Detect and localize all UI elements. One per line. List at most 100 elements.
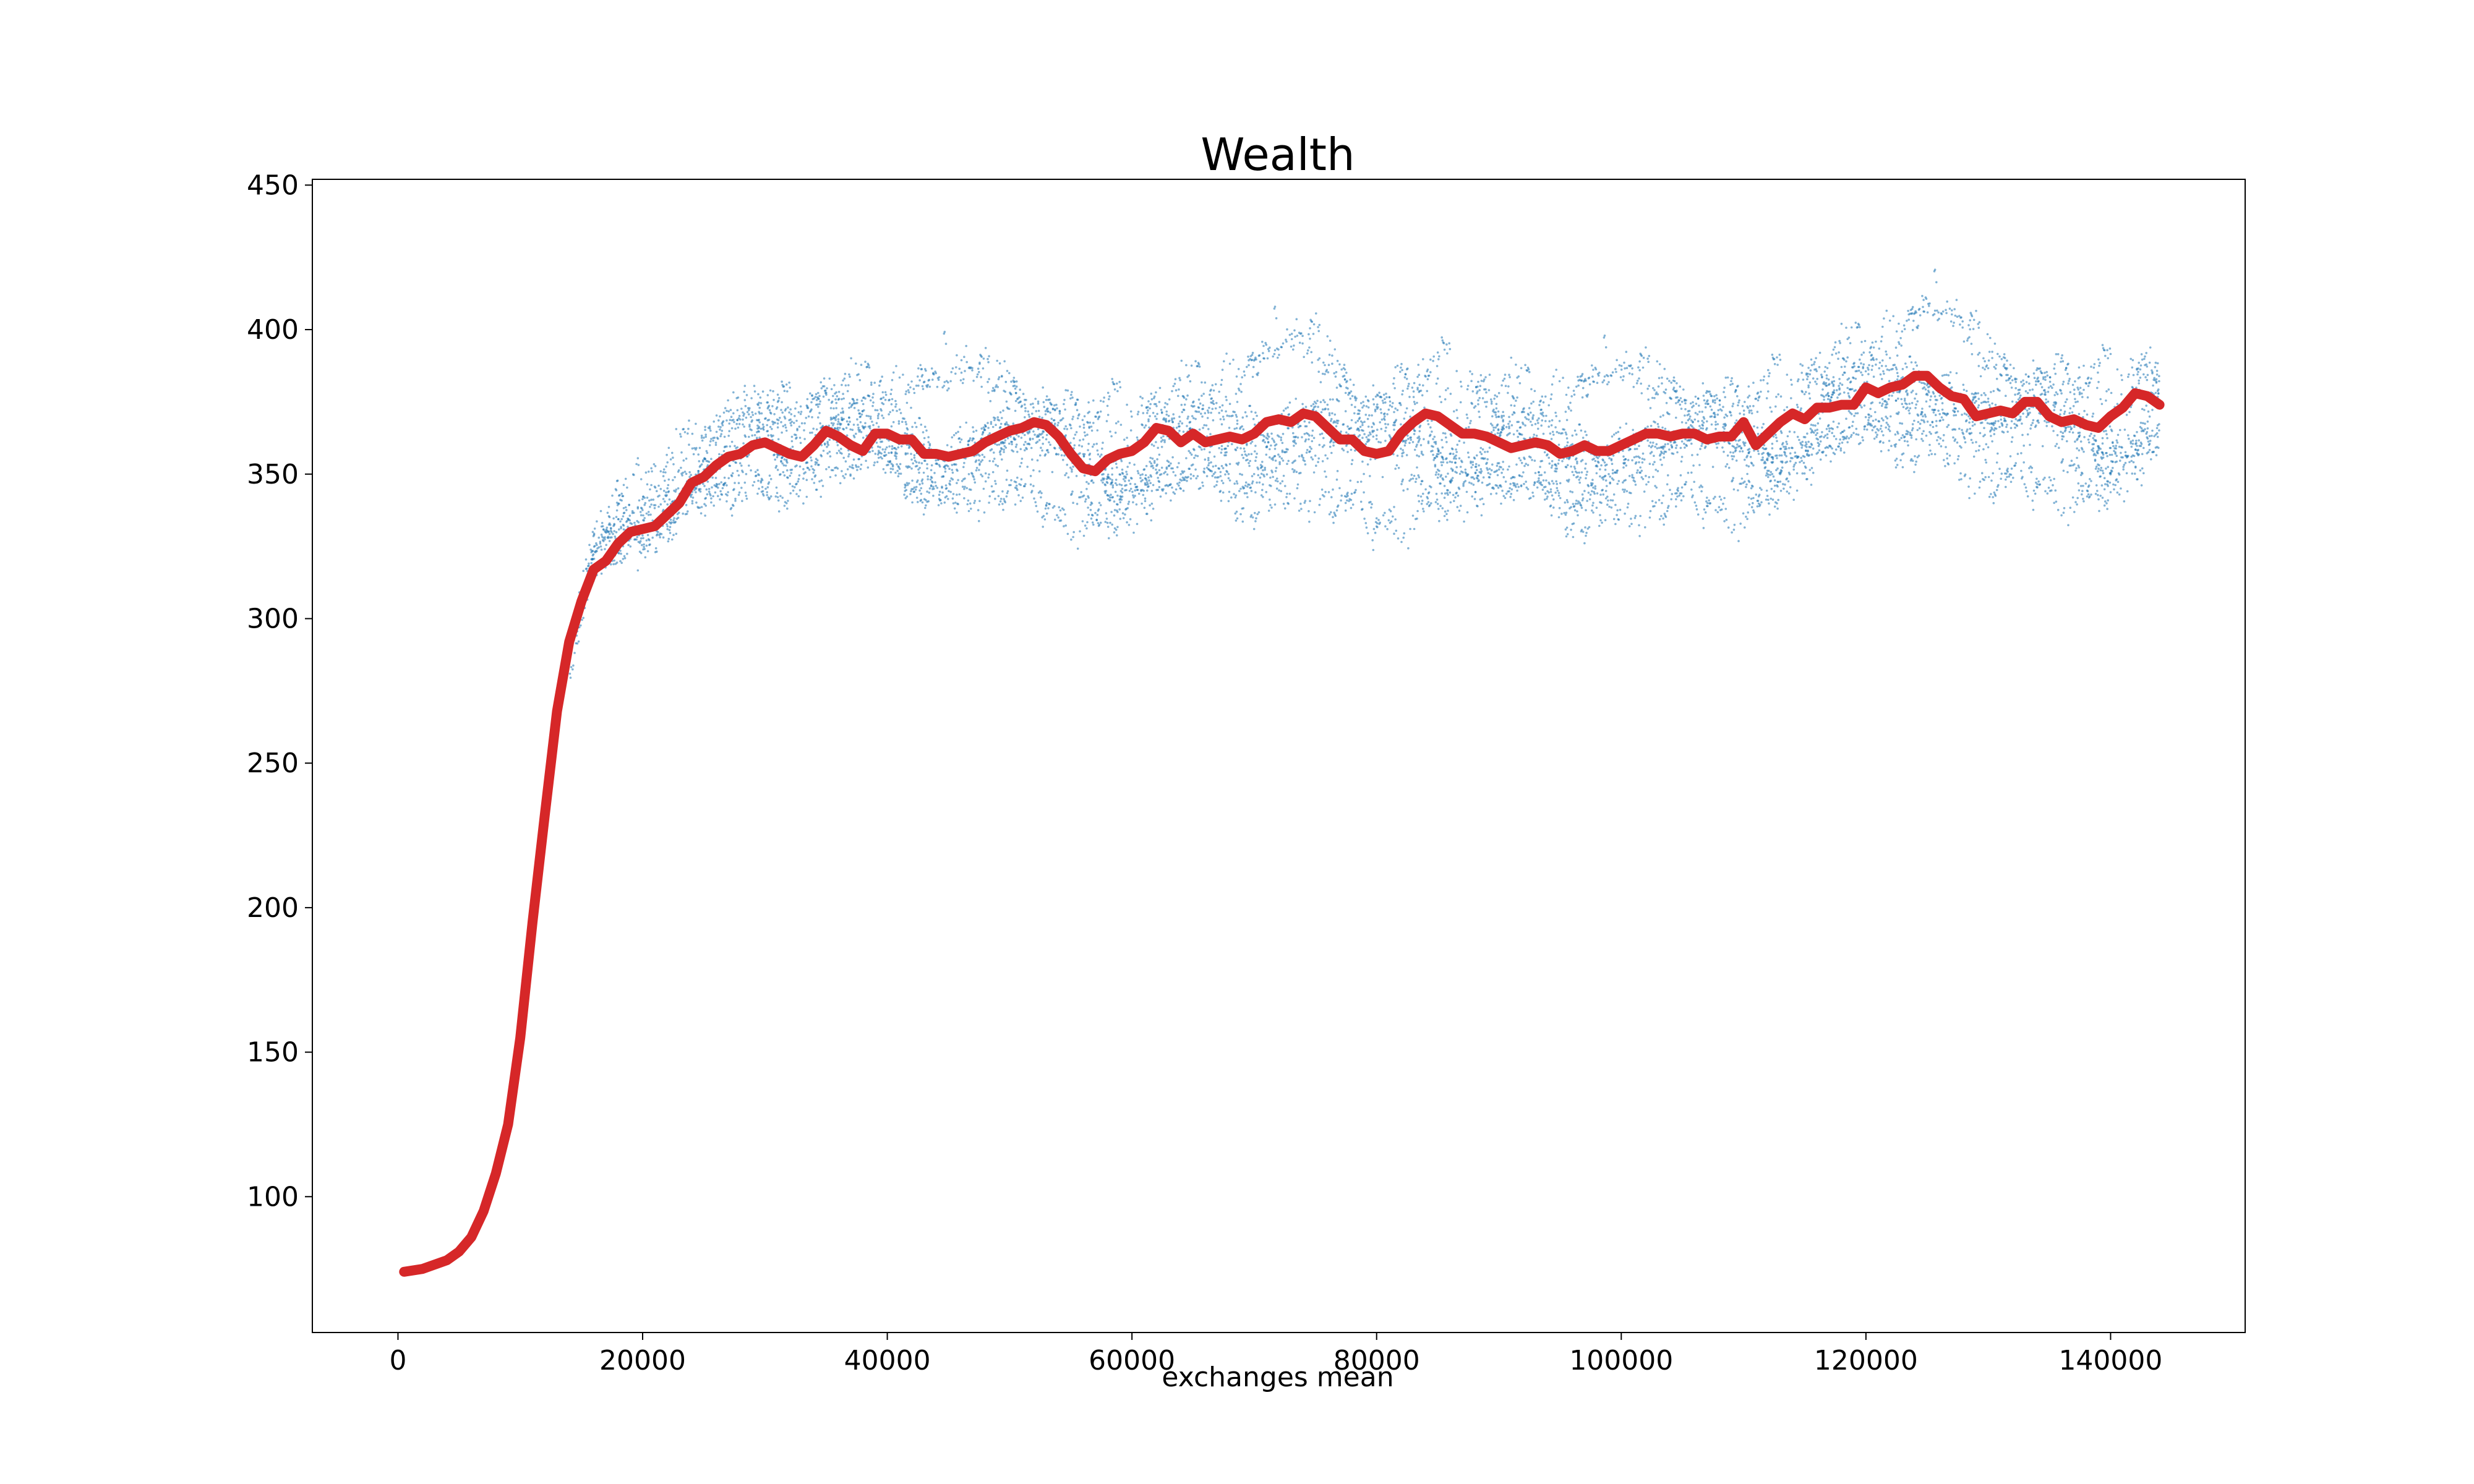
scatter-point (1042, 386, 1044, 389)
scatter-point (932, 495, 935, 497)
scatter-point (940, 502, 943, 505)
scatter-point (1581, 396, 1584, 399)
scatter-point (1228, 415, 1231, 417)
scatter-point (769, 425, 772, 429)
scatter-point (1390, 520, 1393, 523)
scatter-point (1165, 417, 1167, 420)
scatter-point (732, 505, 735, 507)
scatter-point (1453, 500, 1455, 502)
scatter-point (1335, 478, 1338, 481)
scatter-point (1476, 385, 1479, 388)
scatter-point (881, 448, 884, 451)
scatter-point (704, 505, 707, 507)
scatter-point (945, 495, 948, 498)
scatter-point (1437, 508, 1440, 510)
scatter-point (1171, 467, 1174, 470)
scatter-point (1037, 402, 1040, 405)
scatter-point (1334, 514, 1337, 517)
scatter-point (915, 384, 918, 387)
scatter-point (1105, 490, 1108, 492)
scatter-point (819, 400, 821, 403)
scatter-point (1246, 365, 1248, 369)
scatter-point (1092, 422, 1095, 424)
scatter-point (906, 452, 909, 455)
scatter-point (855, 432, 857, 435)
scatter-point (789, 492, 792, 495)
scatter-point (927, 441, 930, 443)
scatter-point (1033, 497, 1035, 500)
scatter-point (942, 475, 944, 478)
scatter-point (990, 448, 993, 451)
scatter-point (646, 483, 649, 486)
scatter-point (1189, 420, 1192, 424)
scatter-point (837, 450, 841, 452)
scatter-point (698, 460, 701, 463)
scatter-point (1199, 446, 1202, 449)
scatter-point (643, 545, 645, 548)
scatter-point (852, 424, 855, 426)
scatter-point (1422, 358, 1424, 360)
scatter-point (1327, 371, 1330, 373)
scatter-point (1436, 455, 1439, 458)
scatter-point (664, 471, 667, 474)
scatter-point (904, 393, 907, 396)
scatter-point (1251, 359, 1254, 361)
scatter-point (1121, 487, 1124, 490)
scatter-point (645, 539, 648, 542)
scatter-point (1257, 511, 1261, 514)
scatter-point (1150, 392, 1153, 395)
scatter-point (1301, 335, 1304, 337)
scatter-point (981, 459, 984, 461)
scatter-point (1127, 503, 1130, 505)
scatter-point (1576, 510, 1578, 513)
scatter-point (1168, 464, 1171, 467)
scatter-point (1172, 413, 1175, 416)
scatter-point (643, 519, 645, 522)
scatter-point (766, 430, 769, 432)
scatter-point (1230, 496, 1233, 499)
scatter-point (1440, 464, 1443, 467)
scatter-point (1387, 423, 1389, 426)
scatter-point (1116, 526, 1119, 529)
scatter-point (969, 502, 972, 505)
scatter-point (648, 499, 651, 502)
scatter-point (1225, 399, 1228, 401)
scatter-point (780, 420, 782, 424)
scatter-point (682, 512, 684, 515)
scatter-point (1407, 385, 1410, 388)
scatter-point (1045, 438, 1048, 441)
scatter-point (610, 531, 613, 534)
scatter-point (777, 419, 780, 422)
scatter-point (760, 412, 763, 415)
scatter-point (1311, 320, 1314, 323)
scatter-point (947, 381, 949, 384)
scatter-point (1442, 478, 1445, 481)
scatter-point (1552, 433, 1555, 436)
scatter-point (825, 391, 828, 394)
scatter-point (744, 404, 747, 407)
scatter-point (1117, 420, 1119, 423)
scatter-point (1265, 453, 1268, 456)
scatter-point (1437, 473, 1440, 475)
scatter-point (1167, 414, 1170, 417)
scatter-point (1574, 502, 1577, 505)
scatter-point (1445, 513, 1448, 516)
scatter-point (786, 469, 789, 472)
scatter-point (1126, 473, 1128, 475)
scatter-point (1152, 467, 1155, 469)
scatter-point (1063, 508, 1065, 511)
scatter-point (1091, 521, 1094, 524)
scatter-point (1227, 472, 1230, 475)
scatter-point (982, 426, 985, 429)
scatter-point (1533, 481, 1536, 484)
scatter-point (826, 387, 828, 390)
scatter-point (1236, 422, 1239, 425)
scatter-point (1251, 516, 1254, 519)
scatter-point (808, 468, 811, 471)
scatter-point (1271, 437, 1273, 440)
scatter-point (1429, 358, 1432, 361)
scatter-point (816, 403, 819, 406)
scatter-point (1044, 507, 1047, 510)
scatter-point (882, 417, 885, 419)
scatter-point (999, 498, 1003, 500)
